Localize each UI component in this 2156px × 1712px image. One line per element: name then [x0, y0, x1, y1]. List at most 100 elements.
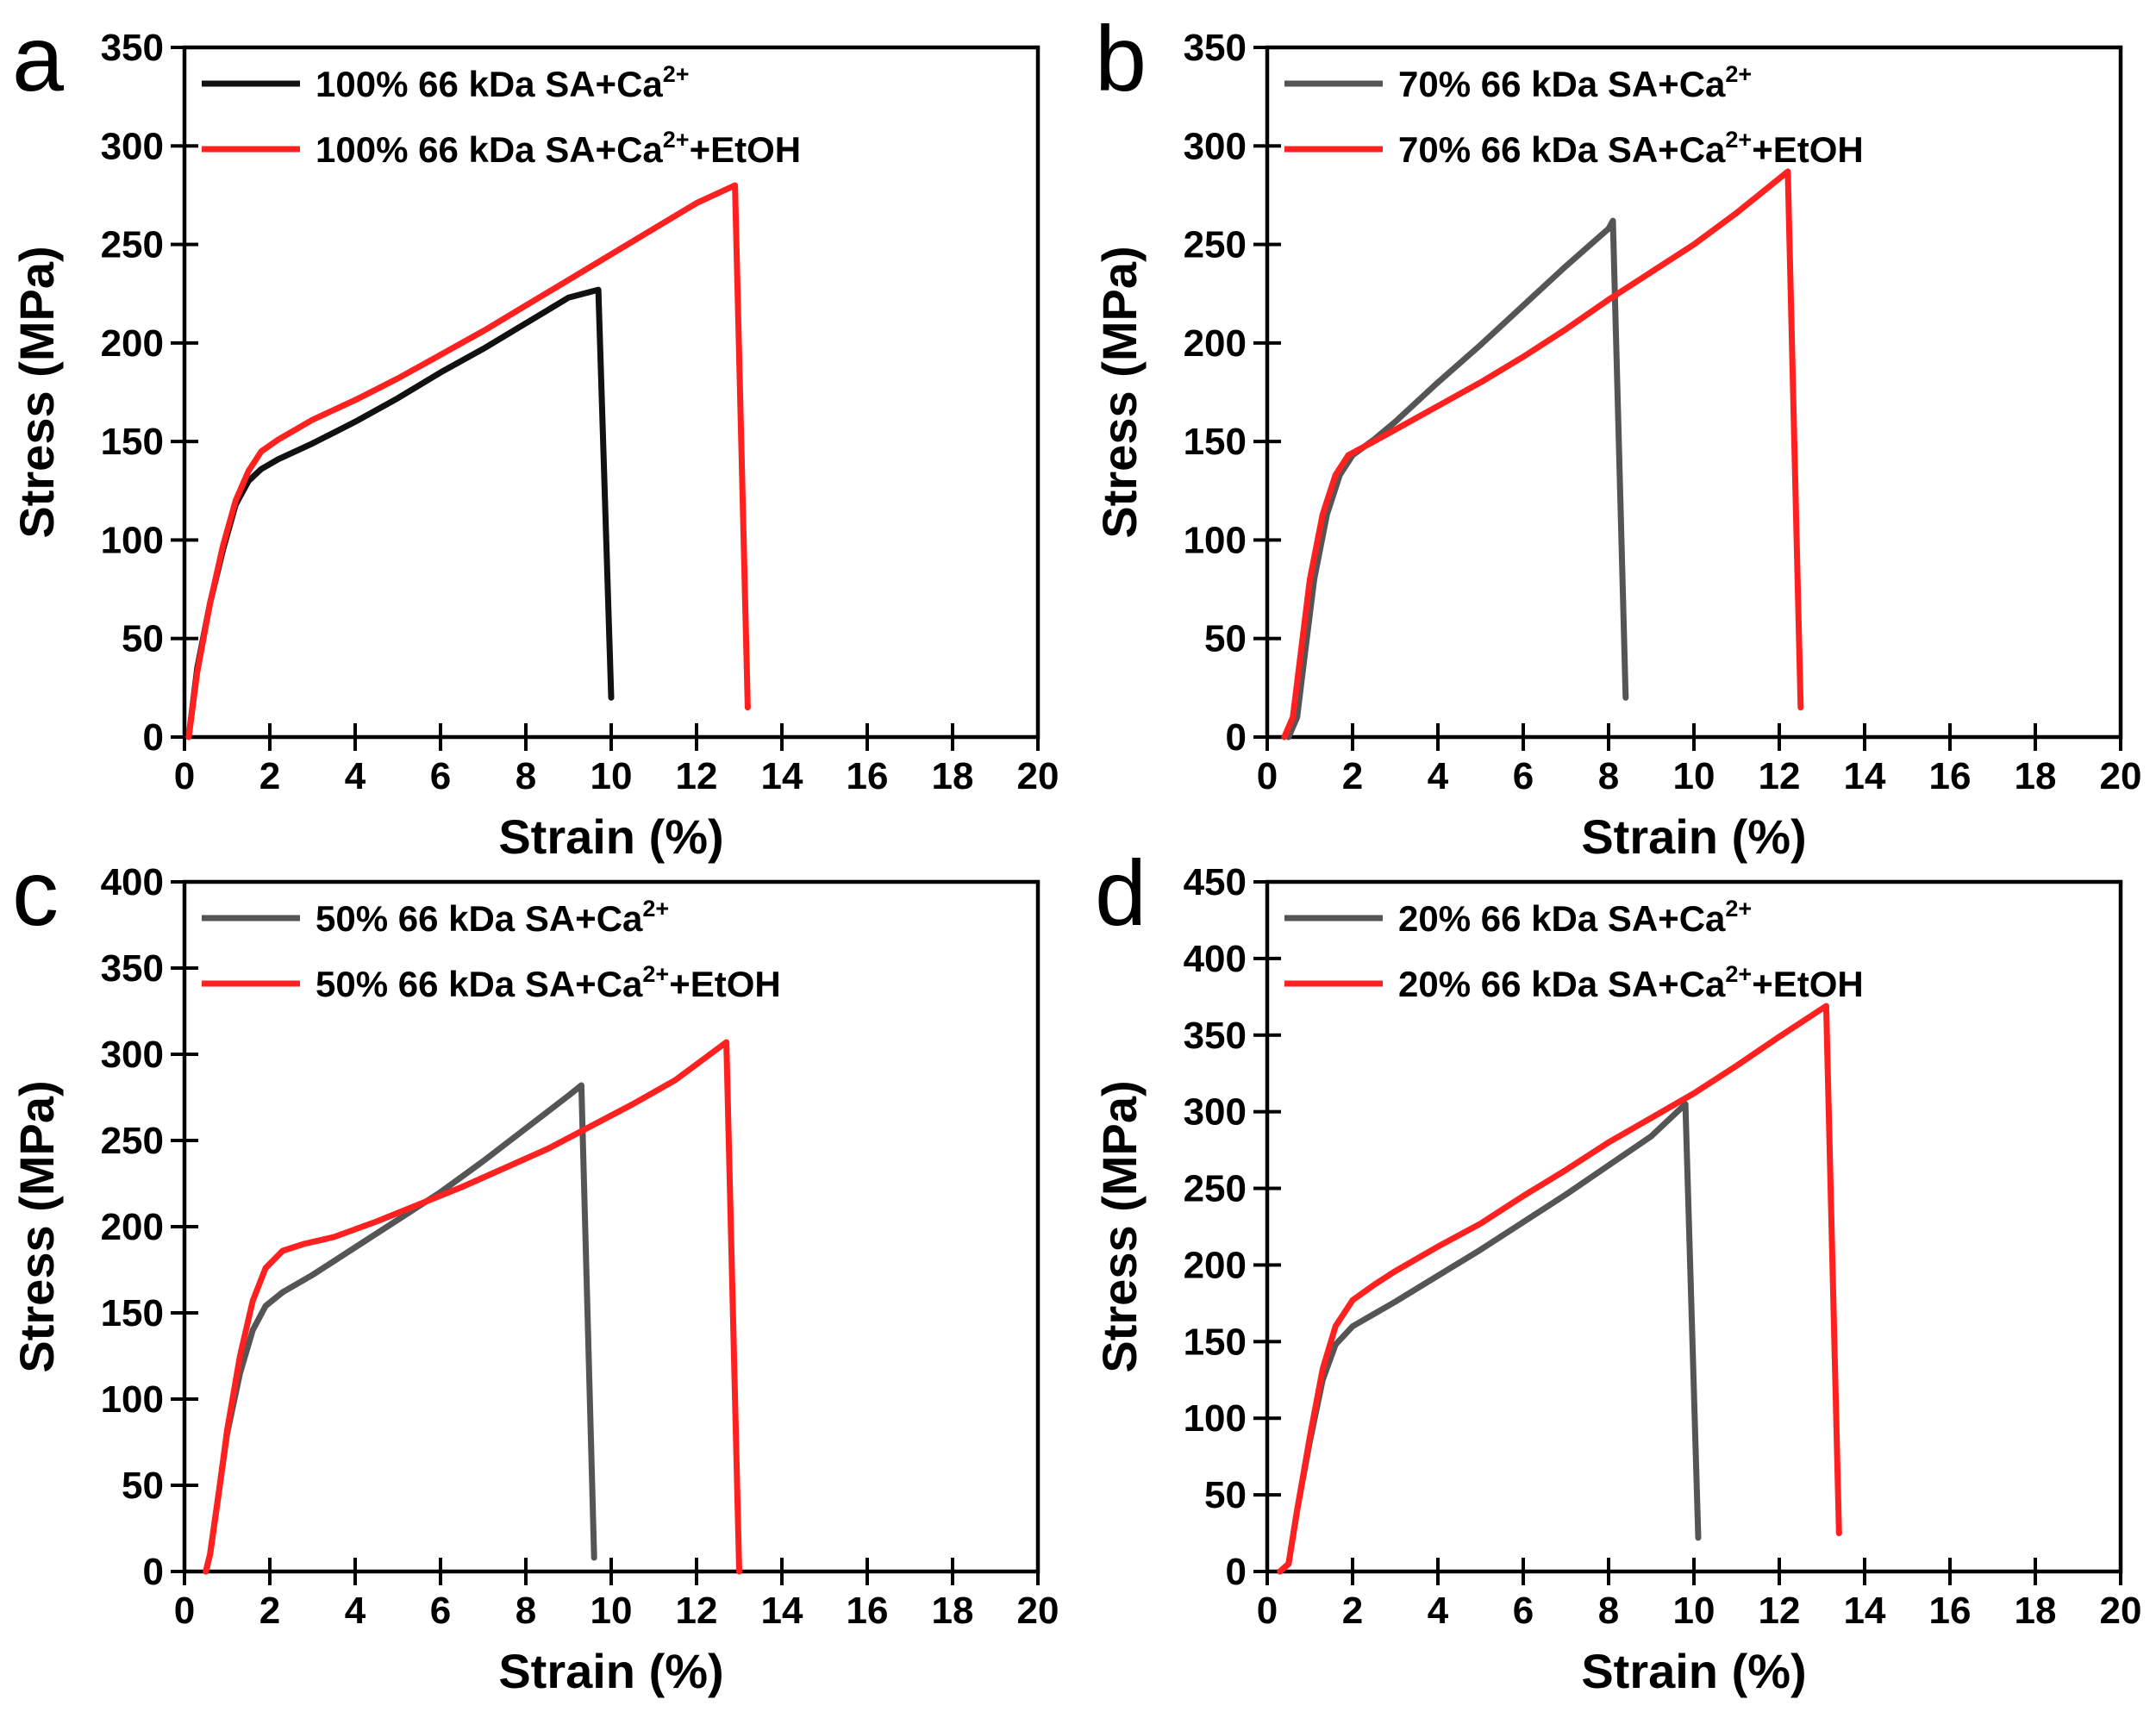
x-tick-label: 6: [430, 1590, 451, 1632]
panel-letter-a: a: [12, 6, 65, 110]
x-tick-label: 16: [1929, 1590, 1972, 1632]
chart-panel-c: c0 2 4 6 8 10 12 14 16 18 200501001502002503003504…: [9, 840, 1059, 1698]
x-tick-label: 2: [259, 755, 280, 797]
legend-label-2: 20% 66 kDa SA+Ca2++EtOH: [1398, 961, 1864, 1004]
y-tick-label: 300: [1184, 1091, 1247, 1134]
legend-superscript: 2+: [1725, 896, 1752, 922]
legend-superscript: 2+: [663, 61, 690, 87]
x-tick-label: 8: [1598, 1590, 1619, 1632]
x-tick-label: 20: [1017, 1590, 1059, 1632]
legend-suffix-text: +EtOH: [690, 129, 802, 170]
y-tick-label: 400: [1184, 938, 1247, 980]
legend-superscript: 2+: [1725, 61, 1752, 87]
panel-letter-d: d: [1095, 840, 1147, 945]
legend-main-text: 70% 66 kDa SA+Ca: [1398, 64, 1726, 104]
y-tick-label: 250: [1184, 224, 1247, 266]
legend-suffix-text: +EtOH: [1752, 964, 1864, 1004]
x-axis-title: Strain (%): [1581, 809, 1806, 864]
y-tick-label: 250: [101, 1120, 164, 1162]
y-tick-label: 0: [143, 716, 164, 759]
x-tick-label: 16: [847, 1590, 889, 1632]
x-axis-title: Strain (%): [498, 1644, 723, 1698]
y-axis-title: Stress (MPa): [1092, 1080, 1147, 1372]
y-tick-label: 300: [1184, 125, 1247, 167]
y-tick-label: 200: [1184, 1244, 1247, 1286]
x-axis-title: Strain (%): [1581, 1644, 1806, 1698]
series-line-2: [1281, 168, 1804, 740]
y-tick-label: 200: [101, 1206, 164, 1248]
x-tick-label: 20: [2100, 1590, 2142, 1632]
y-tick-label: 350: [1184, 1015, 1247, 1057]
x-tick-label: 6: [1513, 1590, 1534, 1632]
legend-label-1: 100% 66 kDa SA+Ca2+: [316, 61, 690, 104]
x-tick-label: 8: [516, 1590, 536, 1632]
x-tick-label: 4: [345, 755, 366, 797]
y-tick-label: 100: [101, 1378, 164, 1421]
legend-main-text: 50% 66 kDa SA+Ca: [316, 898, 643, 939]
series-line-2: [185, 182, 751, 740]
x-tick-label: 12: [1759, 755, 1801, 797]
y-tick-label: 200: [101, 322, 164, 365]
y-tick-label: 50: [1204, 618, 1247, 660]
y-tick-label: 0: [1226, 1551, 1247, 1593]
legend-main-text: 50% 66 kDa SA+Ca: [316, 964, 643, 1004]
x-tick-label: 18: [2015, 755, 2057, 797]
legend-main-text: 70% 66 kDa SA+Ca: [1398, 129, 1726, 170]
legend-main-text: 100% 66 kDa SA+Ca: [316, 129, 663, 170]
x-tick-label: 14: [1844, 1590, 1886, 1632]
x-tick-label: 12: [1759, 1590, 1801, 1632]
panel-letter-b: b: [1095, 6, 1147, 110]
x-tick-label: 12: [676, 1590, 718, 1632]
y-tick-label: 0: [143, 1551, 164, 1593]
legend-label-1: 20% 66 kDa SA+Ca2+: [1398, 896, 1752, 939]
legend-superscript: 2+: [1725, 961, 1752, 987]
y-tick-label: 150: [1184, 421, 1247, 463]
x-tick-label: 2: [1342, 755, 1363, 797]
legend-label-2: 70% 66 kDa SA+Ca2++EtOH: [1398, 127, 1864, 170]
x-tick-label: 12: [676, 755, 718, 797]
y-tick-label: 350: [101, 947, 164, 990]
x-tick-label: 2: [259, 1590, 280, 1632]
legend-main-text: 20% 66 kDa SA+Ca: [1398, 898, 1726, 939]
x-tick-label: 0: [174, 755, 195, 797]
x-tick-label: 4: [1428, 1590, 1449, 1632]
x-tick-label: 10: [591, 1590, 633, 1632]
legend-main-text: 20% 66 kDa SA+Ca: [1398, 964, 1726, 1004]
legend-superscript: 2+: [642, 896, 669, 922]
y-tick-label: 400: [101, 861, 164, 903]
x-tick-label: 8: [516, 755, 536, 797]
x-tick-label: 18: [2015, 1590, 2057, 1632]
series-line-2: [203, 1039, 742, 1575]
legend-label-1: 70% 66 kDa SA+Ca2+: [1398, 61, 1752, 104]
x-tick-label: 8: [1598, 755, 1619, 797]
chart-panel-d: d0 2 4 6 8 10 12 14 16 18 200501001502002503003504…: [1092, 840, 2141, 1698]
y-tick-label: 350: [1184, 27, 1247, 69]
legend-suffix-text: +EtOH: [1752, 129, 1864, 170]
y-tick-label: 150: [1184, 1321, 1247, 1363]
x-tick-label: 6: [1513, 755, 1534, 797]
x-tick-label: 20: [1017, 755, 1059, 797]
x-tick-label: 4: [1428, 755, 1449, 797]
x-tick-label: 18: [932, 755, 974, 797]
legend-superscript: 2+: [1725, 127, 1752, 153]
x-tick-label: 10: [1673, 755, 1715, 797]
x-tick-label: 20: [2100, 755, 2142, 797]
x-tick-label: 14: [1844, 755, 1886, 797]
legend-main-text: 100% 66 kDa SA+Ca: [316, 64, 663, 104]
x-tick-label: 2: [1342, 1590, 1363, 1632]
x-tick-label: 16: [847, 755, 889, 797]
y-tick-label: 0: [1226, 716, 1247, 759]
chart-panel-b: b0 2 4 6 8 10 12 14 16 18 20050100150200250300350S…: [1092, 6, 2141, 864]
y-tick-label: 50: [122, 618, 164, 660]
y-tick-label: 100: [1184, 1397, 1247, 1440]
legend-label-2: 50% 66 kDa SA+Ca2++EtOH: [316, 961, 781, 1004]
x-tick-label: 14: [761, 755, 803, 797]
y-tick-label: 350: [101, 27, 164, 69]
legend-superscript: 2+: [663, 127, 690, 153]
y-tick-label: 100: [1184, 519, 1247, 561]
y-axis-title: Stress (MPa): [9, 1080, 64, 1372]
y-tick-label: 300: [101, 125, 164, 167]
x-tick-label: 4: [345, 1590, 366, 1632]
x-tick-label: 6: [430, 755, 451, 797]
legend-label-1: 50% 66 kDa SA+Ca2+: [316, 896, 669, 939]
